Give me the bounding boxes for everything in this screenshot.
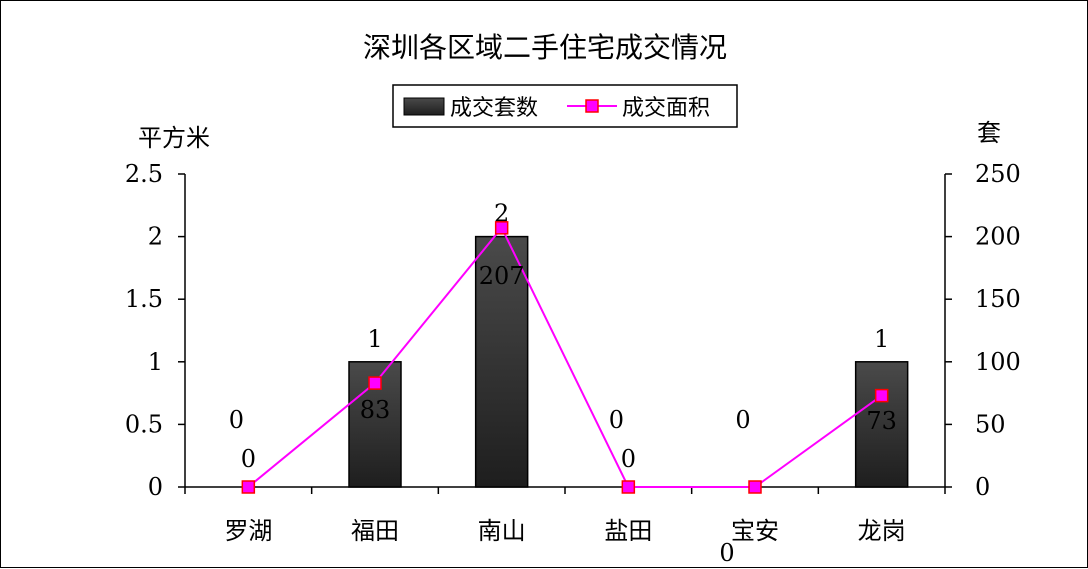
left-tick-label: 2.5 xyxy=(125,160,163,188)
category-labels: 罗湖 福田 南山 盐田 宝安 龙岗 xyxy=(224,517,905,545)
left-axis-ticks: 0 0.5 1 1.5 2 2.5 xyxy=(125,160,185,501)
left-axis-unit: 平方米 xyxy=(138,124,210,152)
legend-bar-swatch xyxy=(403,97,445,116)
line-marker xyxy=(494,221,509,235)
line-data-label: 207 xyxy=(479,262,525,290)
right-axis-ticks: 0 50 100 150 200 250 xyxy=(945,160,1021,501)
right-tick-label: 50 xyxy=(975,410,1006,438)
left-tick-label: 1 xyxy=(148,348,163,376)
right-tick-label: 200 xyxy=(975,223,1021,251)
legend-box xyxy=(392,84,738,128)
bar-data-label: 0 xyxy=(609,406,624,434)
legend-marker-swatch xyxy=(585,99,599,113)
left-tick-label: 0.5 xyxy=(125,410,163,438)
left-tick-label: 1.5 xyxy=(125,285,163,313)
right-tick-label: 0 xyxy=(975,473,990,501)
line-series: 0 83 207 0 0 73 xyxy=(241,221,897,567)
bar xyxy=(854,361,909,488)
x-axis-ticks xyxy=(184,487,946,494)
line-marker xyxy=(241,480,256,494)
right-tick-label: 250 xyxy=(975,160,1021,188)
category-label: 罗湖 xyxy=(224,517,272,545)
bar-series: 0 1 2 0 0 1 xyxy=(229,200,909,488)
bar-data-label: 1 xyxy=(874,325,889,353)
category-label: 福田 xyxy=(351,517,399,545)
category-label: 龙岗 xyxy=(858,517,906,545)
line-marker xyxy=(748,480,762,494)
category-label: 南山 xyxy=(478,517,526,545)
left-tick-label: 0 xyxy=(148,473,163,501)
line-data-label: 83 xyxy=(360,396,391,424)
left-tick-label: 2 xyxy=(148,223,163,251)
line-marker xyxy=(874,388,889,403)
bar-data-label: 0 xyxy=(229,406,244,434)
legend: 成交套数 成交面积 xyxy=(392,84,738,128)
line-data-label: 0 xyxy=(621,445,636,473)
category-label: 盐田 xyxy=(604,517,652,545)
bar-data-label: 1 xyxy=(367,325,382,353)
line-data-label: 0 xyxy=(241,445,256,473)
legend-label-line: 成交面积 xyxy=(622,96,710,121)
bar-data-label: 0 xyxy=(735,406,750,434)
bar xyxy=(474,235,529,488)
category-label: 宝安 xyxy=(731,517,779,545)
right-tick-label: 100 xyxy=(975,348,1021,376)
bar-data-label: 2 xyxy=(494,200,509,228)
chart-title: 深圳各区域二手住宅成交情况 xyxy=(363,31,727,64)
line-marker xyxy=(368,376,382,390)
line-path xyxy=(247,225,883,488)
right-tick-label: 150 xyxy=(975,285,1021,313)
right-axis-unit: 套 xyxy=(977,119,1001,147)
line-data-label: 73 xyxy=(866,407,897,435)
line-data-label: 0 xyxy=(719,539,734,567)
line-marker xyxy=(621,480,636,494)
legend-label-bar: 成交套数 xyxy=(450,96,538,121)
